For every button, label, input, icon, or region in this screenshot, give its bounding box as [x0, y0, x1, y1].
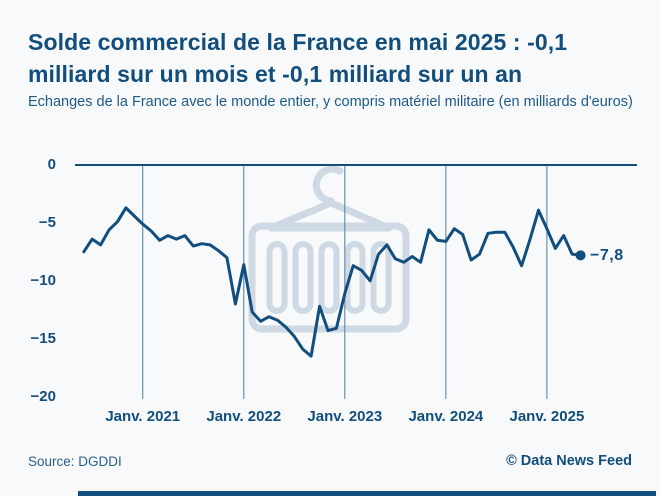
data-series [82, 206, 586, 358]
gridlines [75, 164, 656, 496]
title-line-2: milliard sur un mois et -0,1 milliard su… [28, 61, 523, 87]
page-title: Solde commercial de la France en mai 202… [28, 26, 643, 90]
last-value-label: −7,8 [590, 247, 624, 264]
y-axis-label: −15 [30, 329, 56, 347]
y-axis-label: 0 [47, 156, 56, 173]
source-note: Source: DGDDI [28, 454, 122, 469]
y-axis-label: −5 [38, 213, 56, 231]
credit-note: © Data News Feed [506, 453, 632, 469]
x-axis-label: Janv. 2025 [509, 408, 585, 425]
x-axis-label: Janv. 2021 [105, 408, 181, 425]
x-axis-label: Janv. 2024 [408, 408, 484, 425]
x-axis-label: Janv. 2023 [307, 408, 383, 425]
y-axis-label: −10 [30, 271, 56, 289]
x-axis-label: Janv. 2022 [206, 408, 282, 425]
title-line-1: Solde commercial de la France en mai 202… [28, 29, 568, 55]
chart-subtitle: Echanges de la France avec le monde enti… [28, 94, 633, 110]
y-axis-label: −20 [30, 387, 56, 405]
